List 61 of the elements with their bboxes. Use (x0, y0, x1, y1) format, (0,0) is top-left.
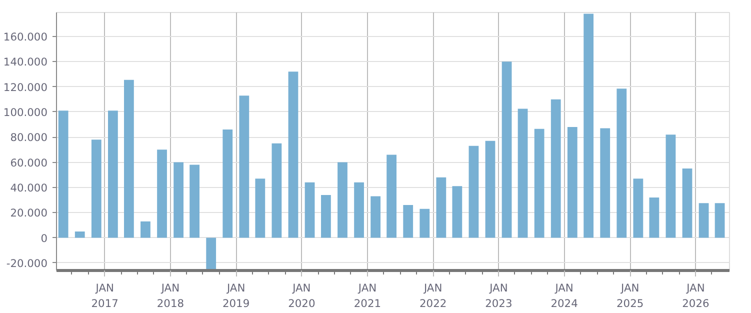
bar (550, 99, 561, 238)
y-tick-label: 80.000 (10, 131, 48, 144)
x-tick-label: JAN 2024 (550, 282, 578, 310)
bar (436, 177, 446, 238)
bar (666, 134, 676, 238)
bar (600, 128, 610, 238)
bar (698, 203, 709, 238)
x-tick-label: JAN 2018 (156, 282, 184, 310)
bar (255, 178, 266, 238)
x-tick-label: JAN 2026 (682, 282, 710, 310)
bar (222, 130, 233, 238)
bar (584, 14, 594, 238)
bar (567, 127, 578, 238)
y-tick-label: 20.000 (10, 206, 48, 220)
bar (74, 231, 85, 238)
bar (206, 238, 216, 270)
bar (420, 208, 430, 238)
bar (649, 198, 660, 238)
y-tick-label: -20.000 (6, 256, 48, 270)
x-tick-label: JAN 2017 (91, 282, 118, 310)
bar (288, 72, 298, 238)
bar (58, 110, 68, 238)
bar (403, 205, 414, 238)
bar (633, 178, 644, 238)
bar (239, 96, 250, 238)
y-tick-label: 0 (40, 232, 48, 245)
bar (272, 143, 282, 238)
bar (682, 168, 692, 238)
x-tick-label: JAN 2021 (354, 282, 382, 310)
bar (518, 108, 528, 238)
x-tick-label: JAN 2022 (420, 282, 447, 310)
x-tick-label: JAN 2023 (485, 282, 512, 310)
bar (354, 182, 364, 238)
bar (485, 140, 496, 238)
bar (386, 154, 397, 238)
bar (304, 182, 315, 238)
x-tick-label: JAN 2025 (616, 282, 644, 310)
bar (91, 140, 102, 238)
bar (321, 194, 331, 238)
bar (714, 203, 725, 238)
bar (502, 62, 512, 238)
bar (140, 221, 150, 238)
bar (174, 162, 184, 238)
x-tick-label: JAN 2020 (288, 282, 316, 310)
y-tick-label: 60.000 (10, 156, 48, 170)
y-tick-label: 120.000 (3, 80, 48, 94)
bar (108, 110, 118, 238)
bar (370, 196, 381, 238)
bar (616, 88, 627, 238)
x-tick-label: JAN 2019 (222, 282, 250, 310)
y-tick-label: 140.000 (3, 56, 48, 69)
bar (157, 150, 167, 238)
bar (124, 80, 134, 238)
bar (468, 146, 479, 238)
bar (452, 186, 462, 238)
bar (534, 128, 544, 238)
bar (338, 162, 348, 238)
y-tick-label: 160.000 (3, 30, 48, 44)
y-tick-label: 40.000 (10, 181, 48, 194)
bar (190, 164, 200, 238)
y-tick-label: 100.000 (3, 106, 48, 119)
